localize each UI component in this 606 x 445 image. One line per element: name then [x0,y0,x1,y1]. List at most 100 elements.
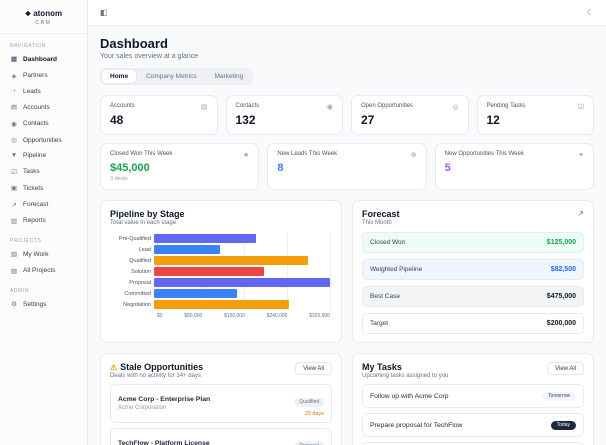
tasks-icon: ☑ [11,168,17,176]
chart-bar-track [154,234,330,243]
chart-bar-track [154,267,330,276]
sidebar-item[interactable]: ◉ Contacts [0,116,87,132]
sidebar-item[interactable]: ▦ Dashboard [0,51,87,67]
sidebar-item[interactable]: ↗ Forecast [0,196,87,212]
theme-toggle-icon[interactable]: ☾ [586,8,594,17]
stage-badge: Qualified [294,397,324,407]
sidebar-item[interactable]: ▥ Reports [0,213,87,229]
logo-name: atonom [33,9,63,18]
sidebar-item-label: Partners [23,72,48,80]
sidebar-item[interactable]: ▤ Accounts [0,99,87,115]
trophy-icon: ★ [243,152,250,159]
sidebar-nav-list: ▦ Dashboard ◈ Partners ◔ Leads ▤ Account… [0,51,87,229]
tab[interactable]: Home [102,70,137,83]
sidebar-item[interactable]: ◈ Partners [0,67,87,83]
highlight-value: 5 [444,162,451,174]
sidebar: ❖ atonom CRM Navigation ▦ Dashboard ◈ Par… [0,0,88,445]
tasks-subtitle: Upcoming tasks assigned to you [362,373,449,379]
sidebar-item[interactable]: ▣ Tickets [0,180,87,196]
highlight-label: New Opportunities This Week [444,151,524,157]
task-text: Follow up with Acme Corp [370,392,449,400]
chart-x-tick: $0 [157,313,163,319]
stat-label: Accounts [110,103,135,109]
chart-category-label: Proposal [129,279,151,286]
sidebar-item-label: Settings [23,300,47,308]
sidebar-item[interactable]: ▨ All Projects [0,263,87,279]
tab[interactable]: Marketing [214,73,244,80]
stat-label: Pending Tasks [486,103,526,109]
task-text: Prepare proposal for TechFlow [370,421,463,429]
sidebar-item[interactable]: ☑ Tasks [0,164,87,180]
sidebar-item-label: Forecast [23,201,49,209]
sidebar-item-label: Dashboard [23,55,57,63]
sidebar-item[interactable]: ◎ Opportunities [0,132,87,148]
reports-icon: ▥ [10,217,18,225]
chart-bar [154,278,330,287]
highlight-subtext: 3 deals [110,176,128,182]
logo-text: ❖ atonom [4,9,83,18]
chart-category-label: Lead [138,246,151,253]
highlight-value: 8 [277,162,284,174]
target-icon: ◎ [452,104,459,111]
opportunity-name: Acme Corp - Enterprise Plan [118,396,211,403]
leads-icon: ◔ [12,87,16,95]
stale-opportunity-row[interactable]: TechFlow - Platform License TechFlow Sol… [110,427,332,445]
chart-row: Qualified [110,255,332,266]
chart-bar [154,267,264,276]
sidebar-toggle-icon[interactable]: ◧ [100,8,108,17]
chart-row: Proposal [110,277,332,288]
forecast-row-label: Target [370,320,389,327]
sidebar-item-label: All Projects [23,267,56,275]
warning-icon: ⚠ [110,362,118,372]
page-subtitle: Your sales overview at a glance [100,53,199,60]
forecast-row: Target $200,000 [362,313,584,334]
highlight-subtext [445,176,584,182]
task-row[interactable]: Prepare proposal for TechFlow Today [362,413,584,437]
sidebar-item-label: Opportunities [23,136,62,144]
chart-x-axis: $0 $80,000 $160,000 $240,000 $320,000 [157,313,330,319]
sidebar-item[interactable]: ◔ Leads [0,84,87,99]
my-work-icon: ▧ [10,251,18,259]
forecast-row-label: Best Case [370,293,400,300]
chart-row: Solution [110,266,332,277]
stale-opportunity-row[interactable]: Acme Corp - Enterprise Plan Acme Corpora… [110,384,332,423]
person-plus-icon: ⊕ [410,152,417,159]
settings-icon: ⚙ [11,301,17,309]
stat-card: Pending Tasks ☑ 12 [476,95,594,135]
sidebar-item[interactable]: ⚙ Settings [0,296,87,312]
tasks-view-all-button[interactable]: View All [547,362,584,375]
all-projects-icon: ▨ [10,267,18,275]
logo-subtitle: CRM [35,20,52,26]
middle-panels: Pipeline by Stage Total value in each st… [100,200,594,343]
sidebar-item[interactable]: ▼ Pipeline [0,148,87,163]
highlight-card: New Opportunities This Week ✦ 5 [434,143,594,190]
stale-title-text: Stale Opportunities [120,362,204,372]
stale-view-all-button[interactable]: View All [295,362,332,375]
forecast-row: Weighted Pipeline $82,500 [362,259,584,280]
check-square-icon: ☑ [577,104,584,111]
tasks-title: My Tasks [362,362,402,372]
stat-label: Contacts [235,103,260,109]
opportunity-name: TechFlow - Platform License [118,439,210,445]
task-row[interactable]: Follow up with Acme Corp Tomorrow [362,384,584,408]
highlight-value: $45,000 [110,162,150,174]
stat-card: Contacts ◉ 132 [225,95,343,135]
chart-bar [154,256,308,265]
chart-bar-track [154,278,330,287]
accounts-icon: ▤ [10,104,18,112]
person-icon: ◉ [326,104,333,111]
tab[interactable]: Company Metrics [146,73,197,80]
chart-row: Committed [110,288,332,299]
chart-bars: Pre-Qualified Lead [110,233,332,310]
main-area: ◧ ☾ Dashboard Your sales overview at a g… [88,0,606,445]
chart-x-tick: $240,000 [266,313,288,319]
logo-mark-icon: ❖ [24,11,32,18]
sidebar-item-label: Contacts [23,120,49,128]
forecast-row: Closed Won $125,000 [362,232,584,253]
contacts-icon: ◉ [11,120,17,128]
chart-bar [154,300,289,309]
sidebar-item-label: Leads [23,87,41,95]
sidebar-item[interactable]: ▧ My Work [0,246,87,262]
forecast-subtitle: This Month [362,220,392,226]
task-due-badge: Today [550,420,576,430]
